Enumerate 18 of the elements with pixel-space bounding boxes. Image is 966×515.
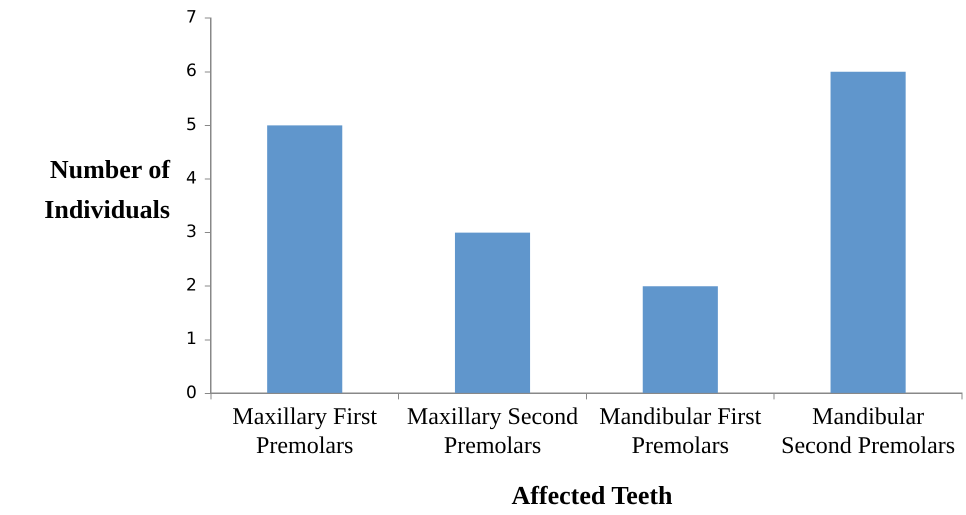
y-tick-label: 6 <box>186 61 197 82</box>
y-tick-label: 7 <box>186 8 197 28</box>
bar <box>267 125 342 393</box>
bar <box>830 72 906 393</box>
x-tick-label: Mandibular Second Premolars <box>781 404 956 459</box>
bar <box>642 286 718 393</box>
y-tick-label: 3 <box>186 222 197 242</box>
x-tick-label: Maxillary Second Premolars <box>406 404 578 459</box>
x-axis-title: Affected Teeth <box>510 481 674 511</box>
y-tick-label: 1 <box>186 329 197 350</box>
bar <box>454 232 530 393</box>
x-tick-label: Maxillary First Premolars <box>232 404 378 459</box>
x-tick-label: Mandibular First Premolars <box>599 404 762 459</box>
y-tick-label: 5 <box>186 114 197 135</box>
y-axis-title: Number of Individuals <box>43 154 170 226</box>
y-tick-label: 4 <box>186 168 197 188</box>
y-tick-label: 2 <box>186 276 197 296</box>
y-tick-label: 0 <box>186 382 197 403</box>
